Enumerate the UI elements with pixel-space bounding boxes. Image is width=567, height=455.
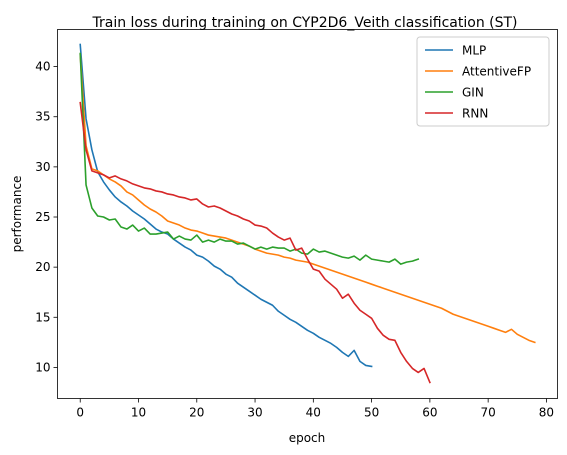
legend-label-mlp: MLP <box>462 44 486 58</box>
y-tick-label: 15 <box>35 310 50 324</box>
y-tick-label: 40 <box>35 60 50 74</box>
plot-frame <box>57 29 558 399</box>
x-tick-label: 40 <box>306 406 321 420</box>
x-tick-label: 30 <box>247 406 262 420</box>
x-tick-label: 60 <box>422 406 437 420</box>
y-tick-label: 35 <box>35 110 50 124</box>
series-line-mlp <box>79 43 373 368</box>
x-tick-label: 0 <box>76 406 84 420</box>
legend: MLP AttentiveFP GIN RNN <box>416 36 550 127</box>
plot-lines <box>79 43 536 384</box>
series-line-rnn <box>79 101 431 384</box>
legend-label-attentivefp: AttentiveFP <box>462 65 531 79</box>
y-axis: 10 15 20 25 30 35 40 <box>35 60 58 374</box>
legend-label-rnn: RNN <box>462 107 488 121</box>
x-tick-label: 80 <box>539 406 554 420</box>
x-tick-label: 50 <box>364 406 379 420</box>
series-line-attentivefp <box>79 53 536 344</box>
y-tick-label: 30 <box>35 160 50 174</box>
y-axis-label: performance <box>10 176 24 253</box>
y-tick-label: 10 <box>35 360 50 374</box>
x-tick-label: 70 <box>481 406 496 420</box>
chart-title: Train loss during training on CYP2D6_Vei… <box>91 15 517 31</box>
legend-box <box>416 36 550 127</box>
x-tick-label: 10 <box>131 406 146 420</box>
x-tick-label: 20 <box>189 406 204 420</box>
y-tick-label: 20 <box>35 260 50 274</box>
x-axis-label: epoch <box>289 431 326 445</box>
x-axis: 0 10 20 30 40 50 60 70 80 <box>76 398 554 420</box>
series-line-gin <box>79 52 420 265</box>
y-tick-label: 25 <box>35 210 50 224</box>
legend-label-gin: GIN <box>462 86 484 100</box>
